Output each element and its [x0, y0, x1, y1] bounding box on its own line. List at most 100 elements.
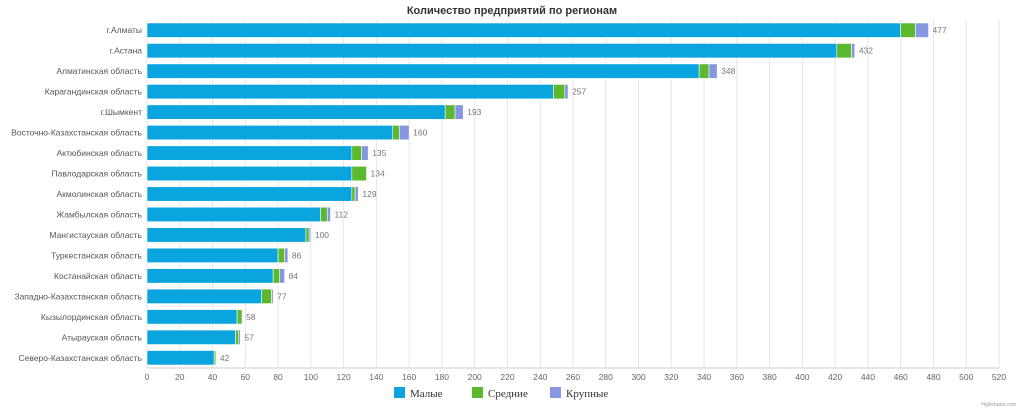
- bar-segment[interactable]: [399, 125, 410, 141]
- bar-segment[interactable]: [235, 329, 240, 345]
- x-tick-label: 460: [894, 372, 908, 382]
- x-tick-label: 340: [697, 372, 711, 382]
- data-label: 77: [277, 291, 287, 301]
- x-tick-label: 420: [828, 372, 842, 382]
- x-tick-label: 80: [273, 372, 283, 382]
- bar-segment[interactable]: [213, 350, 217, 366]
- x-tick-label: 60: [241, 372, 251, 382]
- data-label: 477: [933, 25, 947, 35]
- x-tick-label: 120: [337, 372, 351, 382]
- bar-segment[interactable]: [915, 22, 929, 38]
- x-tick-label: 440: [861, 372, 875, 382]
- bar-segment[interactable]: [284, 247, 289, 263]
- x-tick-label: 300: [631, 372, 645, 382]
- bar-segment[interactable]: [146, 22, 901, 38]
- category-label: Костанайская область: [54, 271, 143, 281]
- bar-segment[interactable]: [900, 22, 916, 38]
- x-tick-label: 220: [500, 372, 514, 382]
- bar-segment[interactable]: [146, 350, 215, 366]
- data-label: 57: [244, 332, 254, 342]
- credits-text[interactable]: Highcharts.com: [981, 402, 1016, 408]
- bar-segment[interactable]: [146, 84, 554, 100]
- category-label: Жамбылская область: [56, 209, 142, 219]
- category-label: Восточно-Казахстанская область: [11, 128, 142, 138]
- bar-segment[interactable]: [351, 165, 367, 182]
- bar-segment[interactable]: [698, 63, 710, 79]
- bar-segment[interactable]: [351, 145, 362, 161]
- bar-segment[interactable]: [146, 329, 236, 345]
- data-label: 42: [220, 353, 230, 363]
- bar-segment[interactable]: [146, 186, 353, 202]
- category-label: Мангистауская область: [49, 230, 142, 240]
- x-tick-label: 200: [468, 372, 482, 382]
- bar-segment[interactable]: [238, 329, 241, 345]
- bar-segment[interactable]: [361, 145, 369, 161]
- bar-segment[interactable]: [146, 227, 307, 243]
- data-label: 58: [246, 312, 256, 322]
- bar-segment[interactable]: [146, 247, 279, 263]
- bar-segment[interactable]: [146, 206, 321, 223]
- bar-segment[interactable]: [146, 309, 238, 325]
- bar-segment[interactable]: [564, 84, 569, 100]
- bar-segment[interactable]: [444, 104, 456, 120]
- x-tick-label: 360: [730, 372, 744, 382]
- bar-segment[interactable]: [708, 63, 718, 79]
- bar-segment[interactable]: [305, 227, 310, 243]
- x-tick-label: 500: [959, 372, 973, 382]
- bar-segment[interactable]: [836, 43, 852, 59]
- bar-segment[interactable]: [146, 104, 446, 120]
- legend-label[interactable]: Средние: [488, 388, 528, 400]
- bar-segment[interactable]: [392, 125, 400, 141]
- legend-swatch[interactable]: [550, 387, 561, 398]
- bar-segment[interactable]: [271, 288, 274, 304]
- legend-swatch[interactable]: [394, 387, 405, 398]
- bar-segment[interactable]: [146, 268, 274, 284]
- x-tick-label: 380: [763, 372, 777, 382]
- x-tick-label: 480: [926, 372, 940, 382]
- bar-segment[interactable]: [354, 186, 359, 202]
- bar-segment[interactable]: [146, 165, 353, 182]
- bar-segment[interactable]: [146, 63, 700, 79]
- data-label: 84: [289, 271, 299, 281]
- bar-segment[interactable]: [146, 288, 262, 304]
- category-label: г.Алматы: [107, 25, 142, 35]
- bar-segment[interactable]: [851, 43, 856, 59]
- category-labels: г.Алматы г.Астана Алматинская область Караг…: [11, 25, 142, 363]
- bar-segment[interactable]: [146, 43, 838, 59]
- x-tick-label: 20: [175, 372, 185, 382]
- category-label: Туркестанская область: [51, 250, 142, 260]
- bar-segment[interactable]: [326, 206, 331, 223]
- x-tick-label: 260: [566, 372, 580, 382]
- bar-segment[interactable]: [351, 186, 356, 202]
- bar-segment[interactable]: [320, 206, 328, 223]
- data-label: 129: [362, 189, 376, 199]
- bar-segment[interactable]: [279, 268, 285, 284]
- x-axis-ticks: 0 20 40 60 80 100 120 140 160 180 200 220 240 260 280 3…: [145, 372, 1007, 382]
- x-tick-label: 40: [208, 372, 218, 382]
- bar-segment[interactable]: [272, 268, 281, 284]
- chart-title: Количество предприятий по регионам: [407, 5, 617, 17]
- legend-label[interactable]: Малые: [410, 388, 443, 400]
- legend-label[interactable]: Крупные: [566, 388, 608, 400]
- bar-segment[interactable]: [553, 84, 566, 100]
- category-label: Западно-Казахстанская область: [14, 291, 142, 301]
- x-tick-label: 320: [664, 372, 678, 382]
- category-label: г.Астана: [110, 46, 143, 56]
- x-tick-label: 160: [402, 372, 416, 382]
- category-label: Акмолинская область: [57, 189, 143, 199]
- x-tick-label: 180: [435, 372, 449, 382]
- bar-segment[interactable]: [236, 309, 243, 325]
- data-label: 193: [467, 107, 481, 117]
- legend-swatch[interactable]: [472, 387, 483, 398]
- category-label: Павлодарская область: [52, 169, 143, 179]
- x-tick-label: 240: [533, 372, 547, 382]
- bar-segment[interactable]: [146, 125, 394, 141]
- bar-segment[interactable]: [261, 288, 272, 304]
- bar-segment[interactable]: [146, 145, 353, 161]
- bar-segment[interactable]: [308, 227, 312, 243]
- bar-segment[interactable]: [454, 104, 464, 120]
- bar-segment[interactable]: [277, 247, 285, 263]
- legend[interactable]: Малые Средние Крупные: [394, 387, 608, 400]
